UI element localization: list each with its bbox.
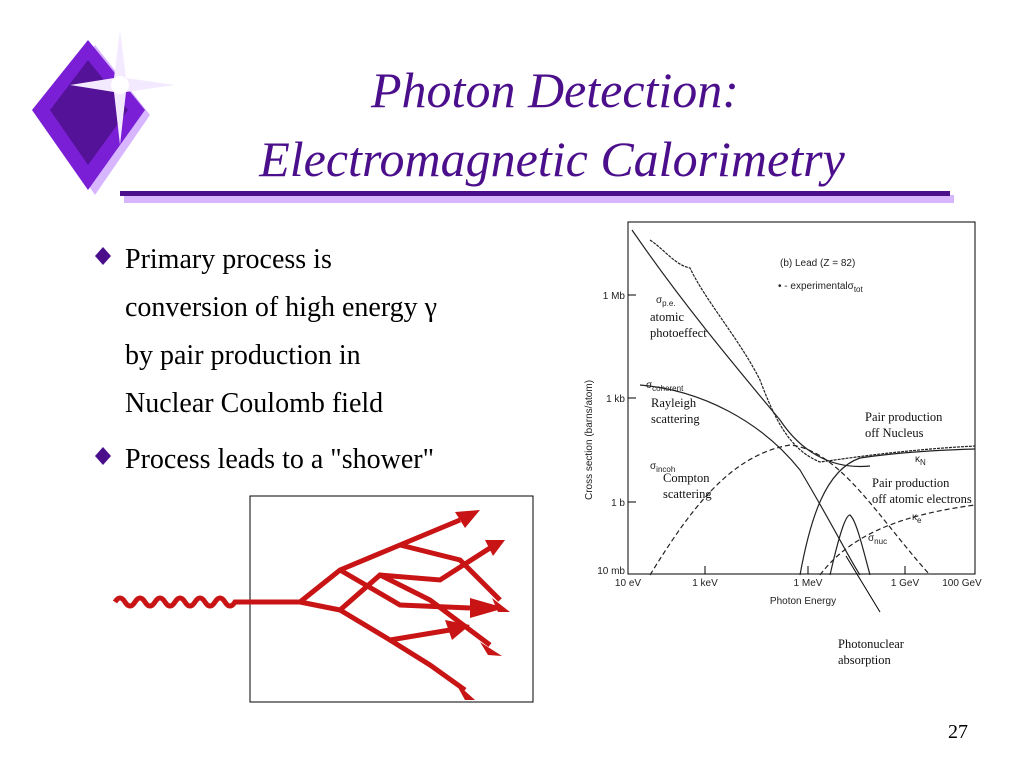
- title-line: Electromagnetic Calorimetry: [258, 131, 845, 187]
- bullet-text: Nuclear Coulomb field: [125, 388, 383, 419]
- curve-sub: p.e.: [662, 299, 675, 308]
- annotation: off atomic electrons: [872, 492, 972, 506]
- annotation: Pair production: [872, 476, 950, 490]
- curve-sub: incoh: [656, 465, 675, 474]
- bullet-icon: [95, 447, 111, 465]
- curve-symbol: σ: [656, 295, 663, 306]
- curve-sub: N: [920, 458, 926, 467]
- bullet-text: Primary process is: [125, 244, 332, 275]
- x-axis-label: Photon Energy: [770, 596, 836, 607]
- annotation: photoeffect: [650, 326, 707, 340]
- curve-label: σp.e.: [656, 295, 676, 308]
- y-tick-label: 1 Mb: [603, 291, 626, 302]
- bullet-icon: [95, 247, 111, 265]
- annotation: scattering: [663, 487, 712, 501]
- annotation: Photonuclear: [838, 637, 905, 651]
- curve-label: σincoh: [650, 461, 675, 474]
- x-tick-label: 1 GeV: [891, 578, 920, 589]
- curve-sub: e: [917, 516, 922, 525]
- curve-sub: coherent: [652, 384, 684, 393]
- bullet-text: conversion of high energy γ: [125, 292, 437, 323]
- title-rule-shadow: [124, 195, 954, 203]
- logo: [32, 30, 175, 195]
- annotation: off Nucleus: [865, 426, 924, 440]
- page-number: 27: [948, 721, 968, 743]
- legend: • - experimentalσtot: [778, 281, 863, 294]
- bullet-text: by pair production in: [125, 340, 361, 371]
- y-tick-label: 1 kb: [606, 394, 625, 405]
- curve-symbol: κ: [912, 512, 918, 523]
- annotation: Rayleigh: [651, 396, 697, 410]
- annotation: absorption: [838, 653, 892, 667]
- annotation: Compton: [663, 471, 710, 485]
- y-axis-label: Cross section (barns/atom): [584, 380, 595, 500]
- curve-label: κN: [915, 454, 926, 467]
- title-rule: [120, 191, 950, 196]
- curve-label: σnuc: [868, 533, 887, 546]
- curve-symbol: σ: [650, 461, 657, 472]
- legend-sub: tot: [854, 285, 864, 294]
- title-line: Photon Detection:: [370, 62, 739, 118]
- curve-label: σcoherent: [646, 380, 684, 393]
- x-tick-label: 100 GeV: [942, 578, 982, 589]
- y-tick-label: 1 b: [611, 498, 625, 509]
- bullet-text: Process leads to a "shower": [125, 444, 434, 475]
- curve-symbol: σ: [646, 380, 653, 391]
- curve-label: κe: [912, 512, 922, 525]
- annotation: Pair production: [865, 410, 943, 424]
- x-tick-label: 1 keV: [692, 578, 718, 589]
- cross-section-figure: [627, 221, 976, 613]
- curve-symbol: σ: [868, 533, 875, 544]
- annotation: scattering: [651, 412, 700, 426]
- y-tick-label: 10 mb: [597, 566, 625, 577]
- legend-symbol: σ: [848, 281, 855, 292]
- annotation: atomic: [650, 310, 684, 324]
- curve-symbol: κ: [915, 454, 921, 465]
- panel-label: (b) Lead (Z = 82): [780, 258, 855, 269]
- curve-sub: nuc: [874, 537, 887, 546]
- x-tick-label: 10 eV: [615, 578, 641, 589]
- x-tick-label: 1 MeV: [794, 578, 823, 589]
- shower-diagram: [112, 495, 534, 703]
- legend-prefix: • - experimental: [778, 281, 848, 292]
